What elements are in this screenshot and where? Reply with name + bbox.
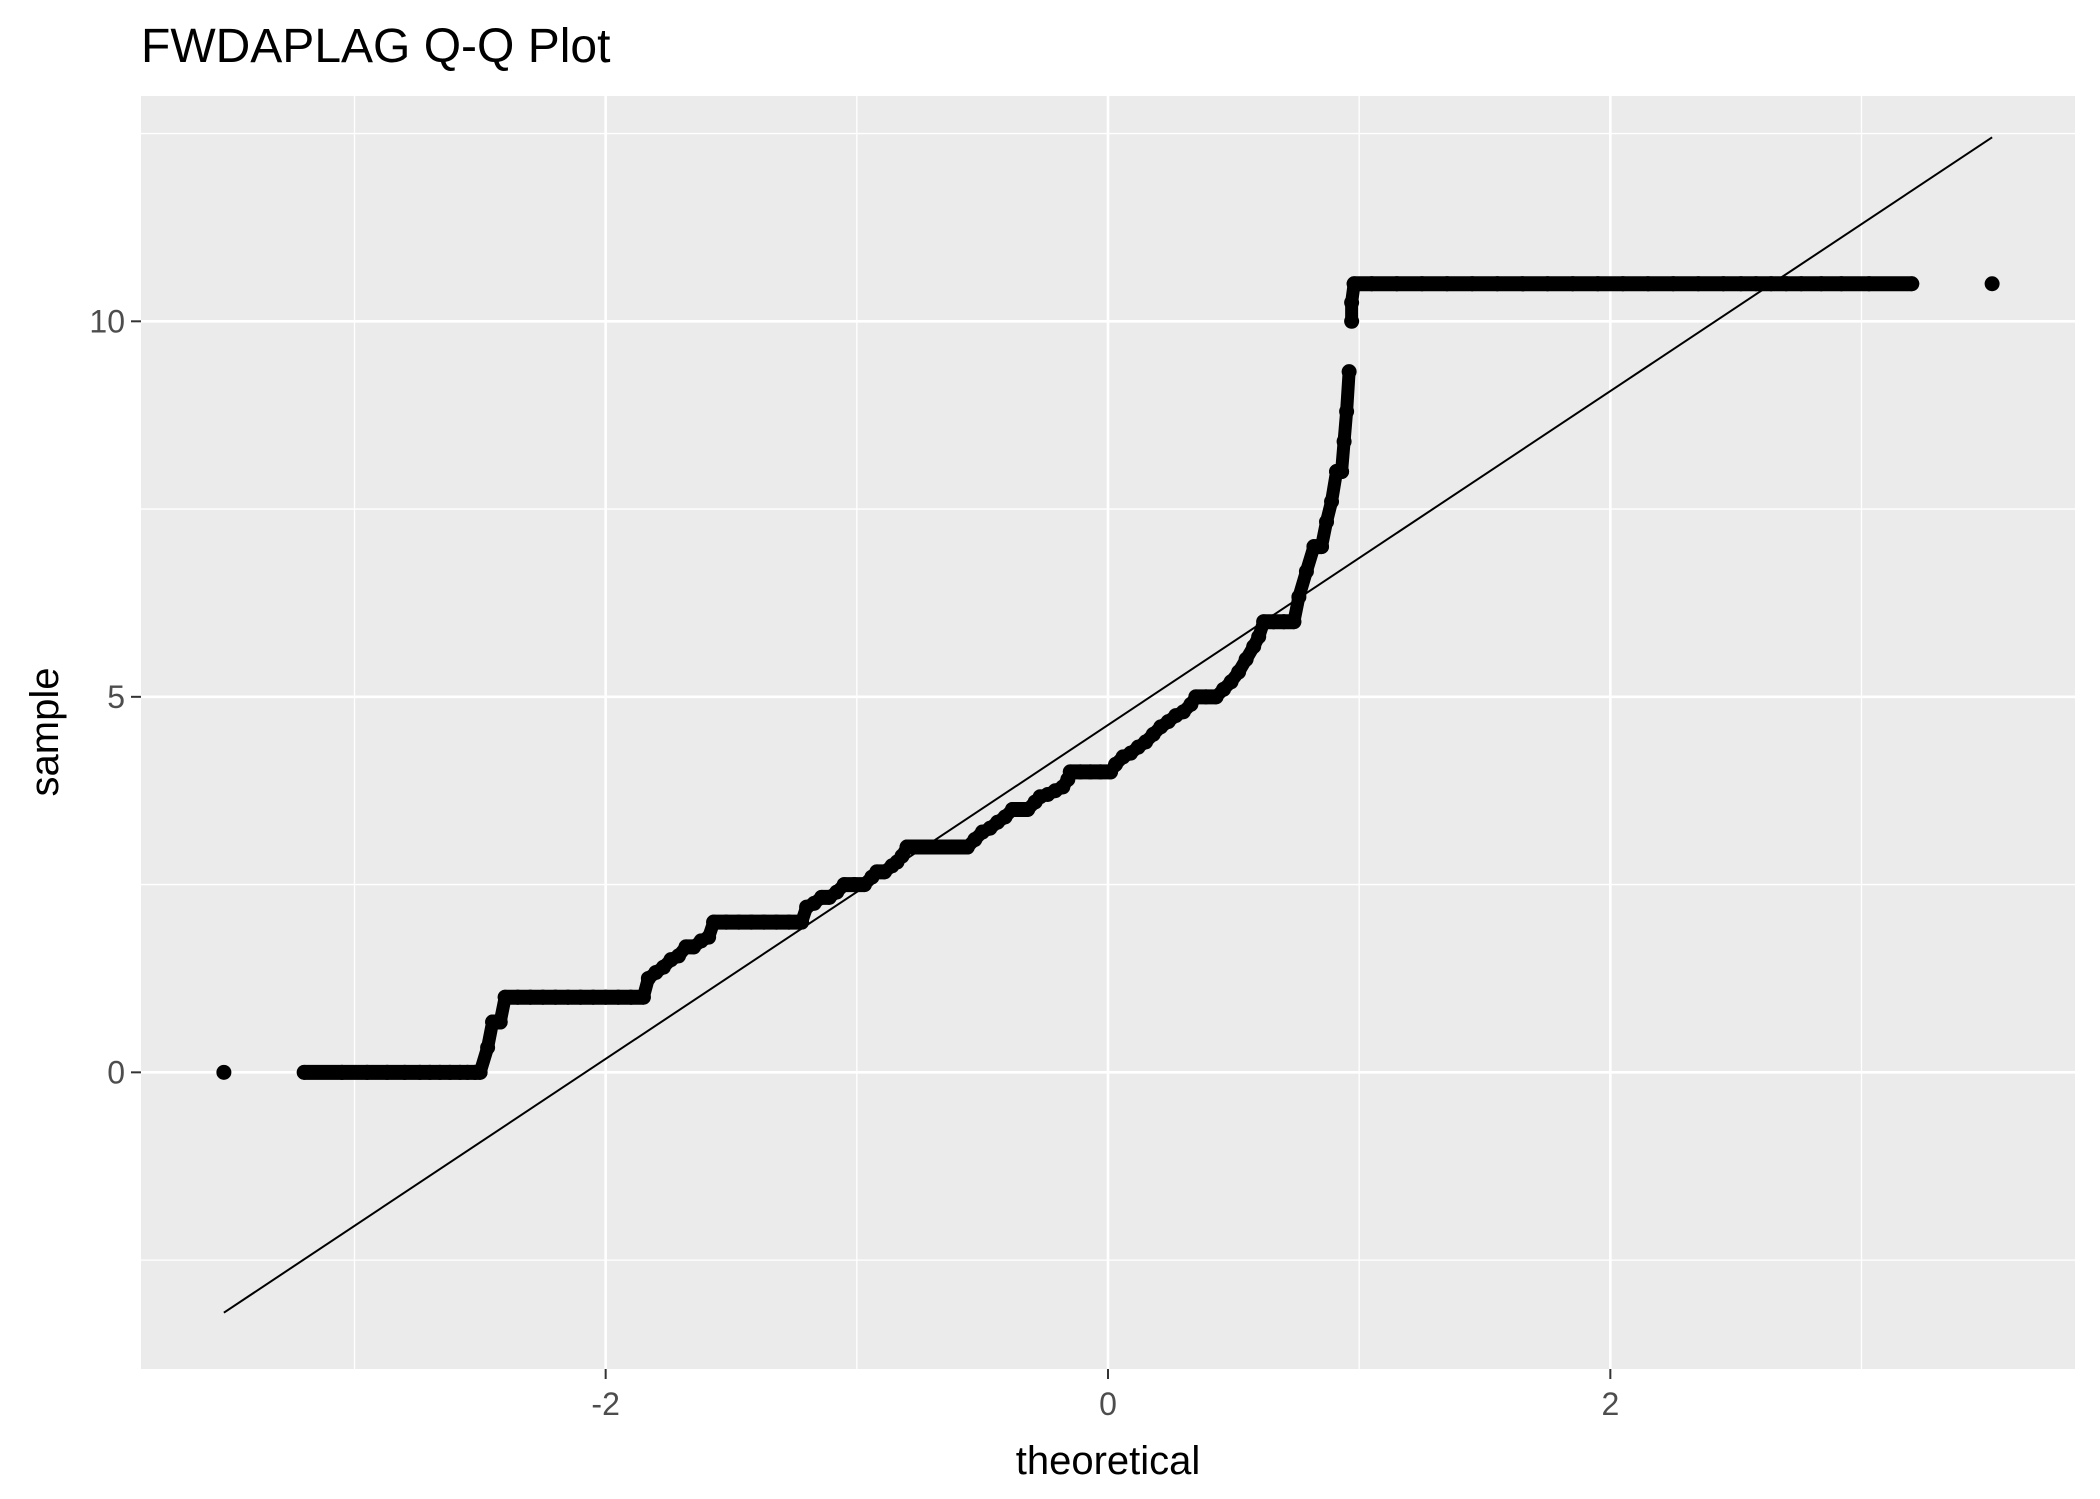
- data-point: [216, 1064, 232, 1080]
- x-tick-label: 2: [1601, 1386, 1619, 1422]
- x-axis-ticks: -2 0 2: [591, 1369, 1619, 1422]
- y-tick-label: 10: [89, 303, 125, 339]
- chart-title: FWDAPLAG Q-Q Plot: [141, 20, 610, 73]
- y-axis-label: sample: [23, 668, 67, 797]
- y-axis-ticks: 0 5 10: [89, 303, 141, 1090]
- data-point: [1984, 276, 2000, 292]
- qq-reference-line: [223, 136, 1993, 1314]
- data-points: [216, 276, 2000, 1080]
- y-tick-label: 0: [107, 1054, 125, 1090]
- x-axis-label: theoretical: [1016, 1439, 1201, 1483]
- x-tick-label: 0: [1099, 1386, 1117, 1422]
- reference-line-group: [223, 136, 1993, 1314]
- major-gridlines: [141, 96, 2075, 1369]
- data-point-run: [1340, 365, 1356, 418]
- y-tick-label: 5: [107, 679, 125, 715]
- x-tick-label: -2: [591, 1386, 619, 1422]
